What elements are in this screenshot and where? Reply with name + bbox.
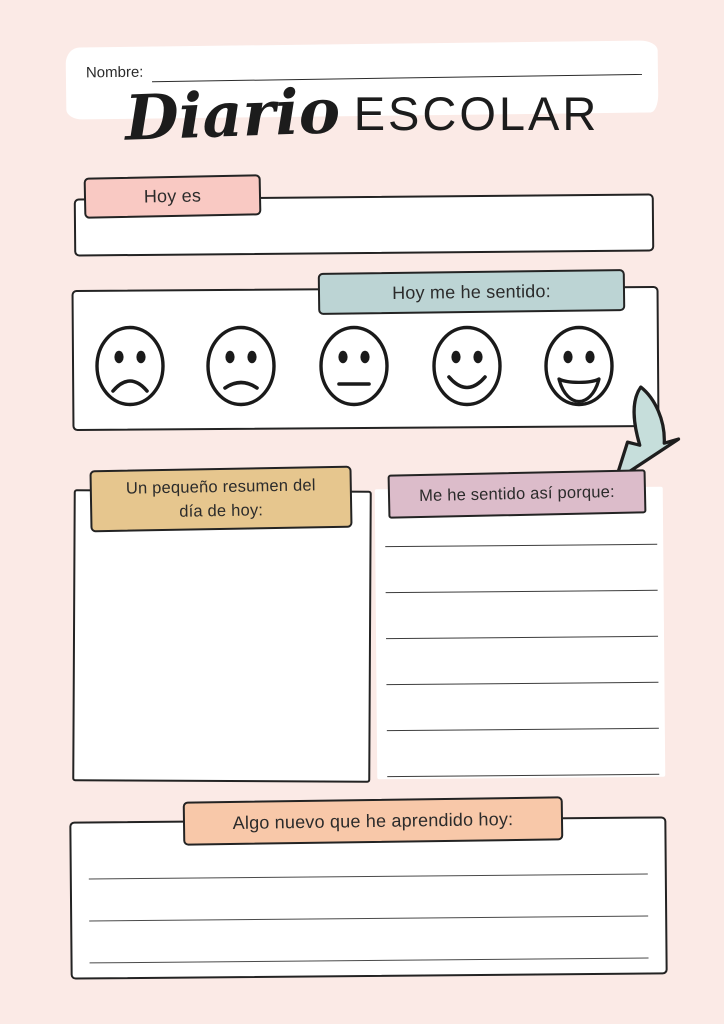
writing-line[interactable]	[386, 636, 659, 686]
feeling-option-very-sad[interactable]	[92, 324, 168, 408]
title-caps-word: ESCOLAR	[353, 87, 600, 140]
writing-line[interactable]	[88, 874, 649, 922]
page-title: Diario ESCOLAR	[0, 74, 724, 154]
summary-tab: Un pequeño resumen del día de hoy:	[89, 465, 353, 533]
writing-line[interactable]	[89, 916, 649, 964]
learned-tab-label: Algo nuevo que he aprendido hoy:	[232, 808, 514, 833]
reason-write-panel[interactable]	[374, 486, 666, 780]
writing-line[interactable]	[385, 544, 658, 594]
date-tab-label: Hoy es	[143, 185, 202, 207]
writing-line[interactable]	[385, 590, 659, 640]
learned-tab: Algo nuevo que he aprendido hoy:	[182, 796, 564, 846]
learned-writing-lines	[88, 832, 649, 964]
curved-arrow-down-left-icon	[613, 385, 681, 483]
feelings-tab-label: Hoy me he sentido:	[392, 280, 551, 303]
feelings-tab: Hoy me he sentido:	[317, 269, 626, 315]
summary-tab-label-line2: día de hoy:	[179, 501, 264, 521]
reason-writing-lines	[384, 498, 660, 778]
arrow-to-reason	[600, 384, 702, 488]
feeling-option-happy[interactable]	[429, 324, 505, 408]
name-input[interactable]	[151, 45, 642, 83]
feeling-option-neutral[interactable]	[316, 324, 392, 408]
reason-tab-label: Me he sentido así porque:	[418, 482, 616, 505]
writing-line[interactable]	[386, 682, 659, 732]
date-tab: Hoy es	[83, 174, 262, 219]
happy-face-icon	[432, 325, 502, 407]
very-happy-face-icon	[544, 325, 614, 407]
summary-tab-label-line1: Un pequeño resumen del	[125, 476, 316, 498]
writing-line[interactable]	[386, 728, 660, 778]
reason-tab: Me he sentido así porque:	[387, 469, 647, 519]
sad-face-icon	[206, 325, 276, 407]
neutral-face-icon	[319, 325, 389, 407]
title-script-word: Diario	[123, 74, 341, 155]
name-label: Nombre:	[85, 63, 144, 82]
feeling-option-very-happy[interactable]	[541, 324, 617, 408]
summary-write-box[interactable]	[72, 489, 372, 783]
very-sad-face-icon	[95, 325, 165, 407]
feeling-option-sad[interactable]	[203, 324, 279, 408]
